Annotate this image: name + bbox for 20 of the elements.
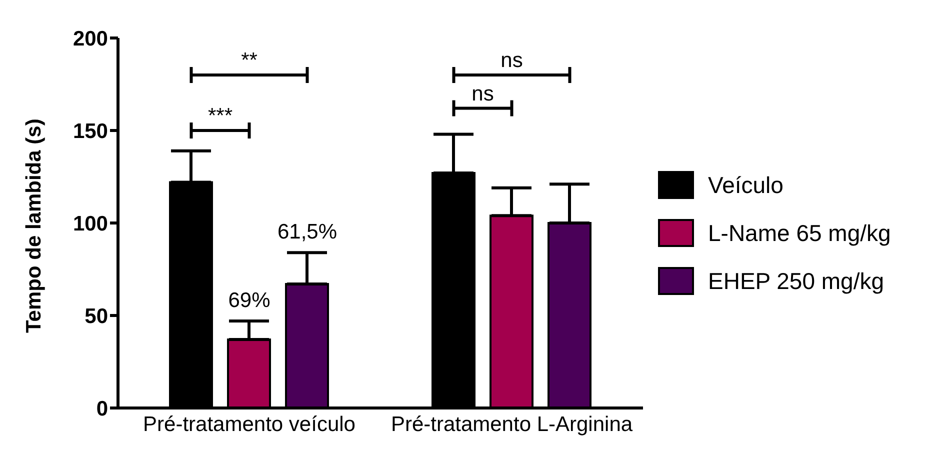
annotation: 61,5% (277, 220, 338, 244)
annotation: 69% (228, 289, 270, 312)
y-tick-label: 50 (84, 304, 108, 328)
y-tick-label: 100 (72, 212, 108, 236)
y-tick-label: 0 (96, 397, 108, 420)
y-tick-label: 150 (72, 120, 108, 143)
y-axis-title: Tempo de lambida (s) (22, 118, 46, 333)
legend-label: L-Name 65 mg/kg (708, 220, 891, 246)
annotation: ns (500, 49, 523, 72)
x-tick-label: Pré-tratamento L-Arginina (390, 412, 633, 436)
x-tick-label: Pré-tratamento veículo (143, 412, 356, 436)
legend-label: EHEP 250 mg/kg (708, 268, 884, 294)
significance-bracket: ** (190, 49, 309, 84)
annotation: *** (208, 104, 233, 128)
significance-bracket: *** (190, 104, 251, 140)
legend-label: Veículo (708, 172, 784, 198)
annotation: ** (241, 49, 258, 72)
significance-bracket: ns (452, 82, 514, 118)
y-tick-label: 200 (72, 27, 108, 50)
annotation: ns (472, 82, 494, 106)
